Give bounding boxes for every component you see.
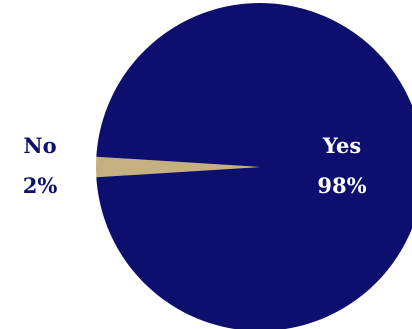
slice-value-yes: 98% xyxy=(317,173,366,198)
pie-slice-no xyxy=(95,156,260,178)
pie-labels: Yes 98% No 2% xyxy=(23,133,367,198)
slice-value-no: 2% xyxy=(23,173,58,198)
pie-slice-yes xyxy=(96,3,412,329)
slice-label-yes: Yes xyxy=(322,133,361,158)
pie-slices xyxy=(95,3,412,329)
slice-label-no: No xyxy=(23,133,56,158)
